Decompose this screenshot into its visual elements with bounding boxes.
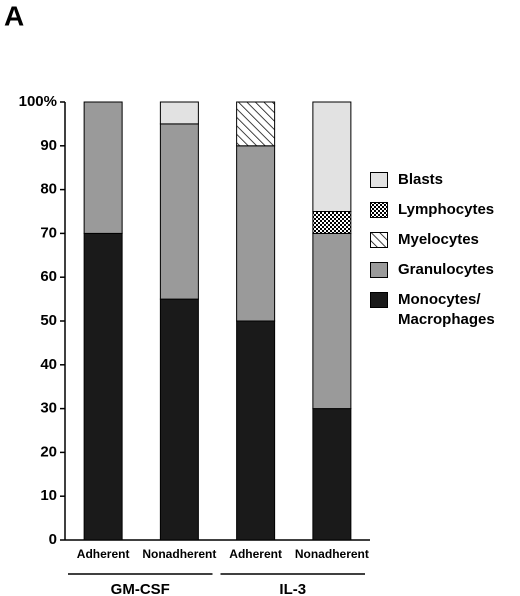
legend-item: Blasts xyxy=(370,170,515,190)
legend-swatch-rect xyxy=(370,292,388,308)
legend-label: Granulocytes xyxy=(398,261,494,278)
bar-segment xyxy=(312,101,352,212)
y-tick-label: 40 xyxy=(40,356,57,373)
legend-label: Monocytes/ Macrophages xyxy=(398,291,495,328)
legend-swatch xyxy=(370,172,388,188)
legend-swatch-rect xyxy=(370,202,388,218)
bar-segment xyxy=(236,145,276,322)
bar-segment xyxy=(83,101,123,234)
group-label: GM-CSF xyxy=(111,581,170,596)
legend-swatch xyxy=(370,292,388,308)
bar-segment xyxy=(312,232,352,410)
y-tick-label: 70 xyxy=(40,224,57,241)
legend-swatch xyxy=(370,202,388,218)
bar-segment xyxy=(312,211,352,234)
legend-item: Granulocytes xyxy=(370,260,515,280)
panel-label: A xyxy=(4,0,24,31)
bar-segment xyxy=(159,123,199,300)
legend-label: Blasts xyxy=(398,171,444,188)
bar-segment xyxy=(312,408,352,541)
legend-swatch-rect xyxy=(370,262,388,278)
legend-item: Lymphocytes xyxy=(370,200,515,220)
y-tick-label: 60 xyxy=(40,268,57,285)
y-tick-label: 30 xyxy=(40,400,57,417)
x-tick-label: Adherent xyxy=(229,547,282,561)
bar-segment xyxy=(159,101,199,125)
x-tick-label: Nonadherent xyxy=(142,547,216,561)
bar-segment xyxy=(159,298,199,541)
legend-swatch-rect xyxy=(370,172,388,188)
legend-item: Myelocytes xyxy=(370,230,515,250)
y-tick-label: 20 xyxy=(40,443,57,460)
legend-swatch-rect xyxy=(370,232,388,248)
legend-swatch xyxy=(370,232,388,248)
y-tick-label: 10 xyxy=(40,487,57,504)
legend: Blasts Lymphocytes Myelocytes Granulocytes M… xyxy=(370,170,515,340)
legend-label: Myelocytes xyxy=(398,231,479,248)
y-tick-label: 90 xyxy=(40,137,57,154)
legend-swatch xyxy=(370,262,388,278)
group-label: IL-3 xyxy=(279,581,306,596)
bar-segment xyxy=(236,320,276,541)
legend-item: Monocytes/ Macrophages xyxy=(370,290,515,330)
bar-segment xyxy=(83,232,123,541)
y-tick-label: 80 xyxy=(40,181,57,198)
y-tick-label: 100% xyxy=(19,93,57,110)
y-tick-label: 0 xyxy=(49,531,57,548)
bar-segment xyxy=(236,101,276,147)
x-tick-label: Nonadherent xyxy=(295,547,369,561)
legend-label: Lymphocytes xyxy=(398,201,495,218)
y-tick-label: 50 xyxy=(40,312,57,329)
x-tick-label: Adherent xyxy=(77,547,130,561)
